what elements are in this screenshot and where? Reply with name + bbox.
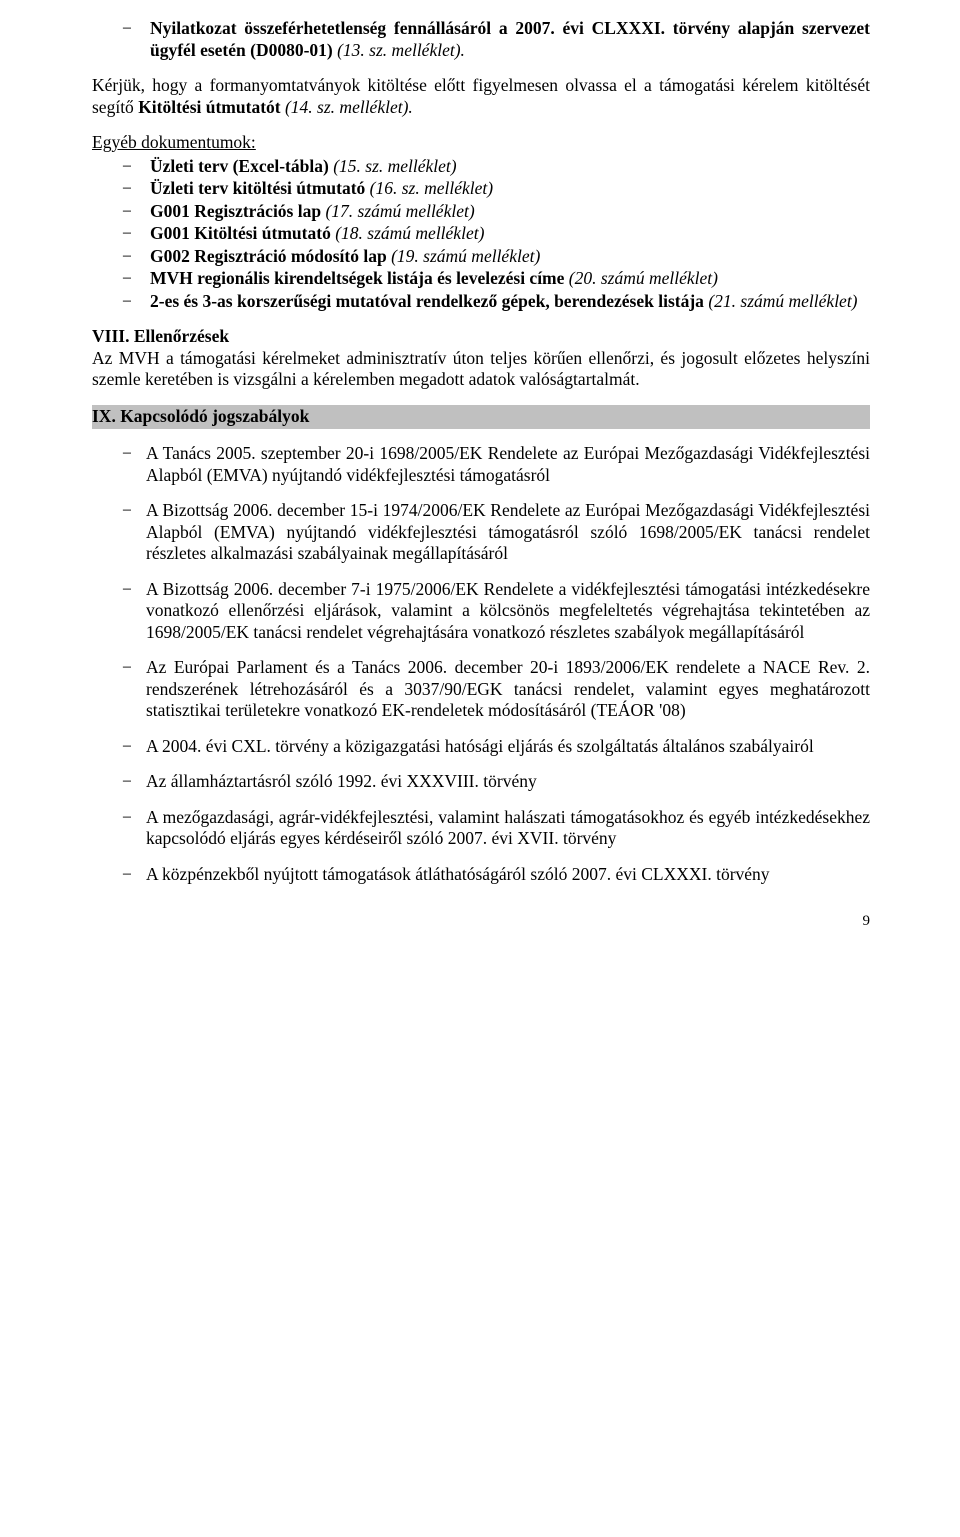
reg-text: A mezőgazdasági, agrár-vidékfejlesztési,… — [146, 807, 870, 850]
egyeb-bold: G002 Regisztráció módosító lap — [150, 246, 391, 266]
kerjuk-b1: Kitöltési útmutatót — [138, 97, 285, 117]
dash-icon: − — [92, 223, 150, 245]
egyeb-bold: Üzleti terv kitöltési útmutató — [150, 178, 370, 198]
dash-icon: − — [92, 443, 146, 486]
intro-list: − Nyilatkozat összeférhetetlenség fennál… — [92, 18, 870, 61]
list-item: − Üzleti terv (Excel-tábla) (15. sz. mel… — [92, 156, 870, 178]
dash-icon: − — [92, 246, 150, 268]
page-number: 9 — [92, 912, 870, 930]
list-item: − A Bizottság 2006. december 15-i 1974/2… — [92, 500, 870, 565]
egyeb-italic: (18. számú melléklet) — [335, 223, 484, 243]
list-item: − A 2004. évi CXL. törvény a közigazgatá… — [92, 736, 870, 758]
dash-icon: − — [92, 201, 150, 223]
egyeb-bold: G001 Kitöltési útmutató — [150, 223, 335, 243]
list-text: Üzleti terv kitöltési útmutató (16. sz. … — [150, 178, 870, 200]
list-text: G001 Kitöltési útmutató (18. számú mellé… — [150, 223, 870, 245]
egyeb-italic: (16. sz. melléklet) — [370, 178, 493, 198]
kerjuk-paragraph: Kérjük, hogy a formanyomtatványok kitölt… — [92, 75, 870, 118]
list-text: 2-es és 3-as korszerűségi mutatóval rend… — [150, 291, 870, 313]
egyeb-list: − Üzleti terv (Excel-tábla) (15. sz. mel… — [92, 156, 870, 313]
dash-icon: − — [92, 736, 146, 758]
list-item: − Üzleti terv kitöltési útmutató (16. sz… — [92, 178, 870, 200]
dash-icon: − — [92, 178, 150, 200]
egyeb-italic: (15. sz. melléklet) — [333, 156, 456, 176]
reg-text: A Bizottság 2006. december 15-i 1974/200… — [146, 500, 870, 565]
list-item: − A közpénzekből nyújtott támogatások át… — [92, 864, 870, 886]
dash-icon: − — [92, 18, 150, 61]
list-item: − Nyilatkozat összeférhetetlenség fennál… — [92, 18, 870, 61]
regulations-list: − A Tanács 2005. szeptember 20-i 1698/20… — [92, 443, 870, 885]
dash-icon: − — [92, 579, 146, 644]
dash-icon: − — [92, 500, 146, 565]
section-9-heading: IX. Kapcsolódó jogszabályok — [92, 405, 870, 430]
egyeb-title: Egyéb dokumentumok: — [92, 132, 256, 152]
egyeb-heading: Egyéb dokumentumok: — [92, 132, 870, 154]
list-item: − G002 Regisztráció módosító lap (19. sz… — [92, 246, 870, 268]
section-8-title: VIII. Ellenőrzések — [92, 326, 229, 346]
kerjuk-i1: (14. sz. melléklet). — [285, 97, 413, 117]
reg-text: Az államháztartásról szóló 1992. évi XXX… — [146, 771, 870, 793]
reg-text: A Tanács 2005. szeptember 20-i 1698/2005… — [146, 443, 870, 486]
dash-icon: − — [92, 864, 146, 886]
page: − Nyilatkozat összeférhetetlenség fennál… — [0, 0, 960, 954]
list-text: Üzleti terv (Excel-tábla) (15. sz. mellé… — [150, 156, 870, 178]
reg-text: A Bizottság 2006. december 7-i 1975/2006… — [146, 579, 870, 644]
list-item: − Az Európai Parlament és a Tanács 2006.… — [92, 657, 870, 722]
dash-icon: − — [92, 807, 146, 850]
section-8: VIII. Ellenőrzések Az MVH a támogatási k… — [92, 326, 870, 391]
list-item: − Az államháztartásról szóló 1992. évi X… — [92, 771, 870, 793]
section-9-title: IX. Kapcsolódó jogszabályok — [92, 406, 309, 426]
list-item: − 2-es és 3-as korszerűségi mutatóval re… — [92, 291, 870, 313]
list-text: G002 Regisztráció módosító lap (19. szám… — [150, 246, 870, 268]
reg-text: A közpénzekből nyújtott támogatások átlá… — [146, 864, 870, 886]
list-text: MVH regionális kirendeltségek listája és… — [150, 268, 870, 290]
list-item: − A Bizottság 2006. december 7-i 1975/20… — [92, 579, 870, 644]
egyeb-bold: MVH regionális kirendeltségek listája és… — [150, 268, 569, 288]
egyeb-italic: (20. számú melléklet) — [569, 268, 718, 288]
list-item: − G001 Kitöltési útmutató (18. számú mel… — [92, 223, 870, 245]
list-item: − MVH regionális kirendeltségek listája … — [92, 268, 870, 290]
list-item: − A mezőgazdasági, agrár-vidékfejlesztés… — [92, 807, 870, 850]
egyeb-bold: G001 Regisztrációs lap — [150, 201, 325, 221]
section-8-body: Az MVH a támogatási kérelmeket adminiszt… — [92, 348, 870, 390]
dash-icon: − — [92, 291, 150, 313]
list-text: G001 Regisztrációs lap (17. számú mellék… — [150, 201, 870, 223]
egyeb-italic: (17. számú melléklet) — [325, 201, 474, 221]
reg-text: A 2004. évi CXL. törvény a közigazgatási… — [146, 736, 870, 758]
intro-bold: Nyilatkozat összeférhetetlenség fennállá… — [150, 18, 870, 60]
egyeb-bold: 2-es és 3-as korszerűségi mutatóval rend… — [150, 291, 708, 311]
egyeb-italic: (19. számú melléklet) — [391, 246, 540, 266]
egyeb-italic: (21. számú melléklet) — [708, 291, 857, 311]
intro-italic: (13. sz. melléklet). — [337, 40, 465, 60]
dash-icon: − — [92, 657, 146, 722]
list-item: − A Tanács 2005. szeptember 20-i 1698/20… — [92, 443, 870, 486]
reg-text: Az Európai Parlament és a Tanács 2006. d… — [146, 657, 870, 722]
list-item: − G001 Regisztrációs lap (17. számú mell… — [92, 201, 870, 223]
dash-icon: − — [92, 268, 150, 290]
dash-icon: − — [92, 771, 146, 793]
dash-icon: − — [92, 156, 150, 178]
intro-item-text: Nyilatkozat összeférhetetlenség fennállá… — [150, 18, 870, 61]
egyeb-bold: Üzleti terv (Excel-tábla) — [150, 156, 333, 176]
